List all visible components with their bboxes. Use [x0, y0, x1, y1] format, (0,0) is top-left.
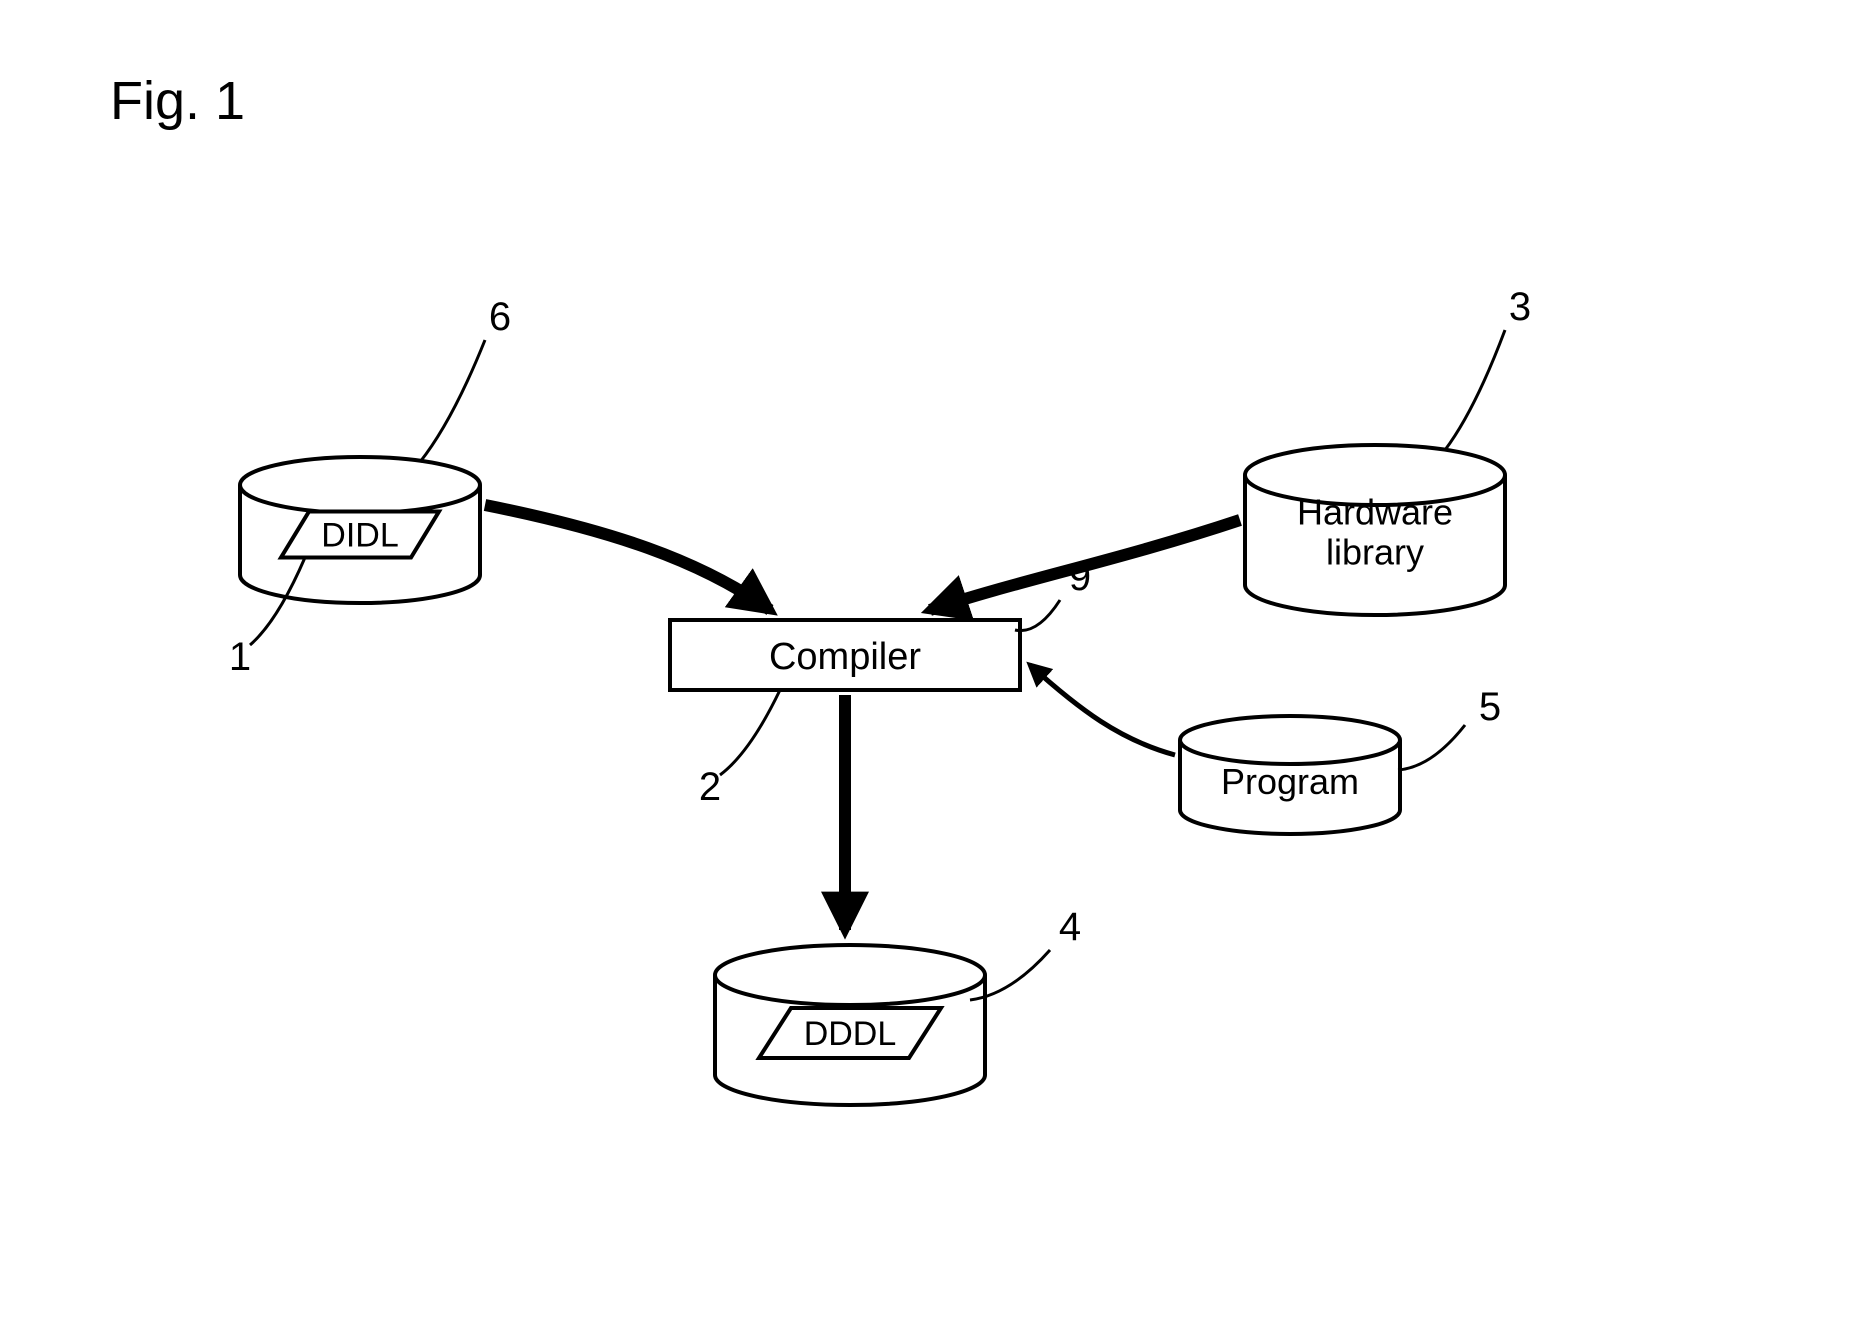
callout-2: 2: [699, 765, 721, 809]
callout-5: 5: [1479, 685, 1501, 729]
program-database: Program: [1180, 716, 1400, 834]
callout-3: 3: [1509, 285, 1531, 329]
didl-label: DIDL: [321, 517, 398, 555]
hardware-library-label-line2: library: [1326, 532, 1424, 573]
program-label: Program: [1221, 761, 1359, 802]
didl-database: DIDL: [240, 457, 480, 603]
compiler-box: Compiler: [670, 620, 1020, 690]
callout-6: 6: [489, 295, 511, 339]
dddl-database: DDDL: [715, 945, 985, 1105]
callout-1: 1: [229, 635, 251, 679]
hardware-library-label-line1: Hardware: [1297, 492, 1453, 533]
dddl-label: DDDL: [804, 1015, 897, 1053]
hardware-library-database: Hardwarelibrary: [1245, 445, 1505, 615]
diagram-canvas: DIDL61Hardwarelibrary3Compiler92Program5…: [0, 0, 1872, 1327]
compiler-label: Compiler: [769, 636, 921, 678]
edge-didl_db-to-compiler: [485, 505, 770, 610]
callout-4: 4: [1059, 905, 1081, 949]
edge-program-to-compiler: [1030, 665, 1175, 755]
